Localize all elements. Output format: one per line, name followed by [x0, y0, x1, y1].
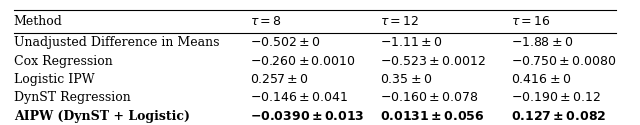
Text: $-0.160 \pm 0.078$: $-0.160 \pm 0.078$ — [380, 92, 479, 104]
Text: $\mathbf{0.0131 \pm 0.056}$: $\mathbf{0.0131 \pm 0.056}$ — [380, 110, 484, 123]
Text: $-1.88 \pm 0$: $-1.88 \pm 0$ — [511, 36, 573, 49]
Text: AIPW (DynST + Logistic): AIPW (DynST + Logistic) — [14, 110, 190, 123]
Text: $0.257 \pm 0$: $0.257 \pm 0$ — [250, 73, 308, 86]
Text: $0.35 \pm 0$: $0.35 \pm 0$ — [380, 73, 433, 86]
Text: $\tau = 8$: $\tau = 8$ — [250, 15, 282, 28]
Text: Method: Method — [14, 15, 63, 28]
Text: $0.416 \pm 0$: $0.416 \pm 0$ — [511, 73, 571, 86]
Text: $-0.190 \pm 0.12$: $-0.190 \pm 0.12$ — [511, 92, 601, 104]
Text: $-0.146 \pm 0.041$: $-0.146 \pm 0.041$ — [250, 92, 348, 104]
Text: $-0.750 \pm 0.0080$: $-0.750 \pm 0.0080$ — [511, 55, 616, 68]
Text: Logistic IPW: Logistic IPW — [14, 73, 95, 86]
Text: $-1.11 \pm 0$: $-1.11 \pm 0$ — [380, 36, 443, 49]
Text: $\mathbf{0.127 \pm 0.082}$: $\mathbf{0.127 \pm 0.082}$ — [511, 110, 606, 123]
Text: DynST Regression: DynST Regression — [14, 92, 131, 104]
Text: $-0.523 \pm 0.0012$: $-0.523 \pm 0.0012$ — [380, 55, 486, 68]
Text: $\tau = 16$: $\tau = 16$ — [511, 15, 550, 28]
Text: $-0.502 \pm 0$: $-0.502 \pm 0$ — [250, 36, 321, 49]
Text: Cox Regression: Cox Regression — [14, 55, 113, 68]
Text: $\mathbf{-0.0390 \pm 0.013}$: $\mathbf{-0.0390 \pm 0.013}$ — [250, 110, 364, 123]
Text: $-0.260 \pm 0.0010$: $-0.260 \pm 0.0010$ — [250, 55, 356, 68]
Text: $\tau = 12$: $\tau = 12$ — [380, 15, 420, 28]
Text: Unadjusted Difference in Means: Unadjusted Difference in Means — [14, 36, 220, 49]
